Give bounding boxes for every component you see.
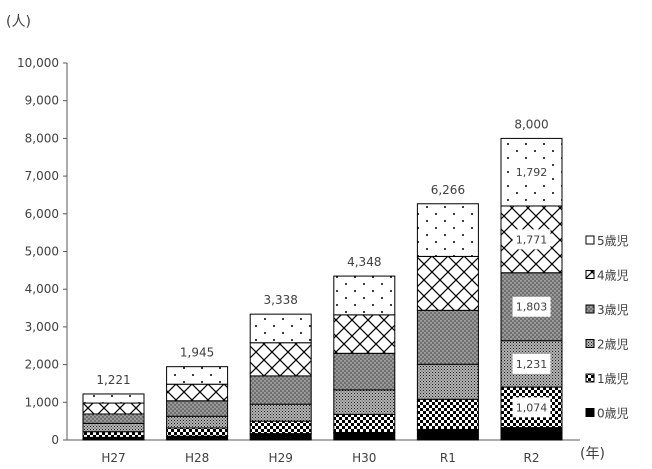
legend: 5歳児 4歳児 3歳児 2歳児 1歳児 0歳児 bbox=[585, 234, 629, 421]
bar-segment bbox=[333, 413, 396, 433]
y-tick-label: 8,000 bbox=[25, 131, 59, 145]
legend-swatch bbox=[585, 339, 595, 348]
y-tick-label: 9,000 bbox=[25, 94, 59, 108]
total-label: 4,348 bbox=[347, 255, 381, 269]
total-label: 1,221 bbox=[96, 373, 130, 387]
bar-segment bbox=[82, 431, 145, 438]
data-label: 1,074 bbox=[516, 401, 548, 414]
y-tick-label: 10,000 bbox=[17, 56, 59, 70]
plot-area: 0 1,000 2,000 3,000 4,000 5,000 6,000 7,000 8,00… bbox=[17, 56, 580, 465]
x-tick-label: R1 bbox=[440, 451, 456, 465]
bar-segment bbox=[166, 366, 229, 385]
bar-segment bbox=[333, 275, 396, 316]
y-tick-label: 0 bbox=[51, 433, 59, 447]
bar-group-H27 bbox=[82, 393, 145, 441]
bar-segment bbox=[249, 313, 312, 344]
data-label-box bbox=[512, 296, 551, 317]
bar-segment bbox=[416, 398, 479, 430]
bar-segment bbox=[333, 314, 396, 354]
x-tick-label: H29 bbox=[269, 451, 293, 465]
bar-segment bbox=[82, 393, 145, 404]
total-label: 1,945 bbox=[180, 346, 214, 360]
bar-segment bbox=[166, 435, 229, 441]
bar-segment bbox=[333, 431, 396, 441]
bar-segment bbox=[249, 342, 312, 377]
bar-segment bbox=[249, 403, 312, 422]
bar-segment bbox=[82, 422, 145, 433]
bar-segment bbox=[333, 352, 396, 391]
y-tick-label: 4,000 bbox=[25, 282, 59, 296]
bar-group-H29 bbox=[249, 313, 312, 441]
bar-group-H28 bbox=[166, 366, 229, 441]
y-tick-label: 6,000 bbox=[25, 207, 59, 221]
y-tick-label: 5,000 bbox=[25, 245, 59, 259]
y-tick-label: 2,000 bbox=[25, 358, 59, 372]
data-label-box bbox=[512, 397, 551, 418]
bar-segment bbox=[249, 433, 312, 441]
bar-segment bbox=[249, 420, 312, 435]
data-label-box bbox=[512, 353, 551, 374]
data-label: 1,792 bbox=[516, 166, 548, 179]
bar-segment bbox=[500, 427, 563, 441]
x-tick-label: H30 bbox=[352, 451, 376, 465]
y-axis-unit: (人) bbox=[6, 14, 31, 30]
legend-swatch bbox=[585, 408, 595, 417]
bar-group-R1 bbox=[416, 203, 479, 441]
bar-segment bbox=[166, 383, 229, 402]
y-tick-label: 7,000 bbox=[25, 169, 59, 183]
bar-segment bbox=[416, 363, 479, 400]
bar-segment bbox=[416, 428, 479, 441]
bar-segment bbox=[333, 389, 396, 415]
legend-swatch bbox=[585, 235, 595, 245]
bar-segment bbox=[166, 427, 229, 437]
legend-label: 3歳児 bbox=[597, 303, 629, 317]
bar-group-H30 bbox=[333, 275, 396, 441]
bar-group-R2 bbox=[500, 137, 563, 441]
bar-segment bbox=[416, 255, 479, 311]
bar-segment bbox=[416, 309, 479, 365]
data-label-box bbox=[512, 229, 551, 250]
bar-segment bbox=[416, 203, 479, 257]
total-label: 6,266 bbox=[431, 183, 465, 197]
x-tick-label: H27 bbox=[101, 451, 125, 465]
legend-label: 0歳児 bbox=[597, 407, 629, 421]
x-axis-unit: (年) bbox=[580, 446, 605, 462]
data-label: 1,803 bbox=[516, 301, 548, 314]
bar-segment bbox=[166, 400, 229, 417]
y-tick-label: 3,000 bbox=[25, 320, 59, 334]
bar-segment bbox=[82, 413, 145, 424]
legend-label: 5歳児 bbox=[597, 234, 629, 248]
bar-segment bbox=[166, 415, 229, 429]
x-tick-label: R2 bbox=[524, 451, 540, 465]
bar-segment bbox=[249, 375, 312, 405]
legend-swatch bbox=[585, 270, 595, 279]
bar-segment bbox=[82, 402, 145, 415]
legend-swatch bbox=[585, 373, 595, 383]
total-label: 3,338 bbox=[264, 293, 298, 307]
legend-label: 2歳児 bbox=[597, 338, 629, 352]
data-label: 1,771 bbox=[516, 233, 548, 246]
x-tick-label: H28 bbox=[185, 451, 209, 465]
data-label: 1,231 bbox=[516, 358, 548, 371]
legend-label: 1歳児 bbox=[597, 372, 629, 386]
y-tick-label: 1,000 bbox=[25, 395, 59, 409]
total-label: 8,000 bbox=[514, 117, 548, 131]
legend-swatch bbox=[585, 304, 595, 314]
data-label-box bbox=[512, 162, 551, 183]
legend-label: 4歳児 bbox=[597, 269, 629, 283]
